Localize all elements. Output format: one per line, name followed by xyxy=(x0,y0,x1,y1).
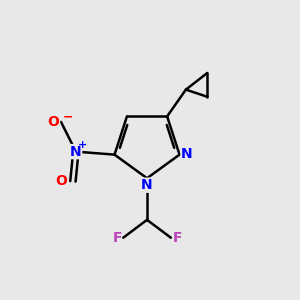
Text: O: O xyxy=(56,174,68,188)
Text: O: O xyxy=(48,115,59,129)
Text: +: + xyxy=(78,140,87,150)
Text: N: N xyxy=(70,145,82,159)
Text: N: N xyxy=(141,178,153,192)
Text: −: − xyxy=(63,110,74,123)
Text: F: F xyxy=(172,231,182,245)
Text: F: F xyxy=(112,231,122,245)
Text: N: N xyxy=(181,147,193,161)
